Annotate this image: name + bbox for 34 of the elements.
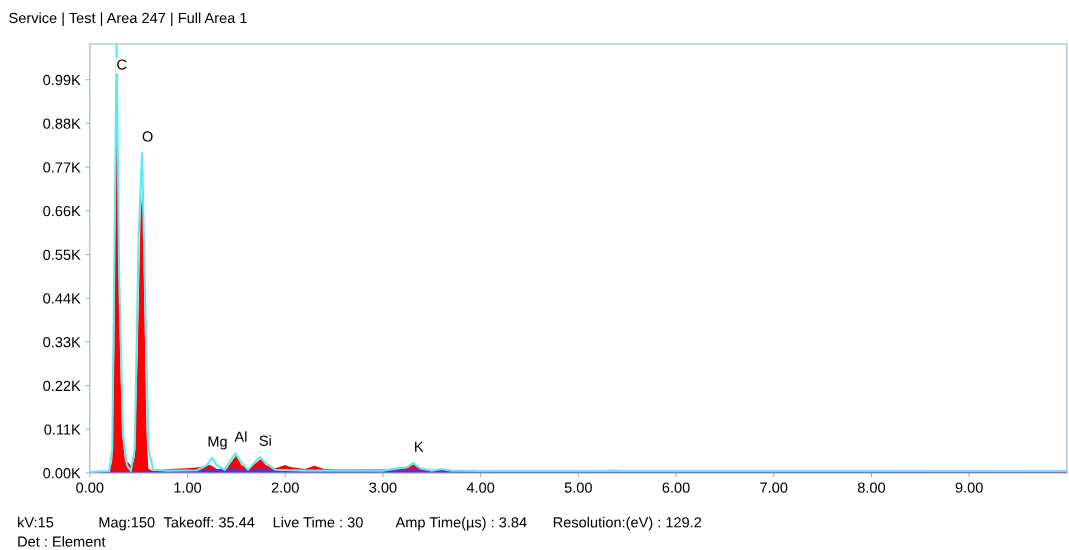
text: kV:15 (18, 516, 54, 528)
y-tick-label: 0.22K (43, 380, 81, 392)
y-tick-label: 0.77K (43, 162, 81, 173)
x-tick-label: 2.00 (271, 482, 299, 493)
text: Det : Element (18, 536, 106, 547)
x-tick-label: 6.00 (662, 482, 690, 493)
text: Amp Time(µs) : 3.84 (395, 516, 527, 531)
x-tick-label: 8.00 (857, 482, 886, 493)
chart-title: Service | Test | Area 247 | Full Area 1 (9, 12, 247, 27)
annotation: Al (234, 431, 247, 442)
text: Mag:150 (99, 517, 155, 531)
x-tick-label: 9.00 (955, 482, 983, 493)
x-tick-label: 4.00 (466, 482, 495, 493)
y-tick-label: 0.33K (43, 337, 81, 348)
y-tick-label: 0.99K (43, 74, 81, 86)
x-tick-label: 0.00 (76, 482, 104, 493)
annotation: C (117, 59, 127, 70)
x-tick-label: 3.00 (369, 482, 397, 493)
y-tick-label: 0.66K (43, 205, 81, 217)
annotation: Mg (208, 436, 227, 450)
text: Live Time : 30 (273, 516, 363, 528)
y-tick-label: 0.11K (44, 424, 81, 435)
annotation: O (142, 131, 153, 142)
text: Takeoff: 35.44 (163, 516, 255, 528)
y-tick-label: 0.00K (43, 468, 81, 479)
x-tick-label: 1.00 (174, 482, 202, 493)
y-tick-label: 0.88K (43, 118, 81, 129)
x-tick-label: 5.00 (564, 482, 592, 493)
annotation: Si (259, 435, 271, 446)
x-tick-label: 7.00 (760, 482, 788, 493)
y-tick-label: 0.55K (43, 249, 81, 260)
annotation: K (415, 441, 424, 452)
y-tick-label: 0.44K (43, 293, 81, 304)
text: Resolution:(eV) : 129.2 (553, 516, 702, 531)
